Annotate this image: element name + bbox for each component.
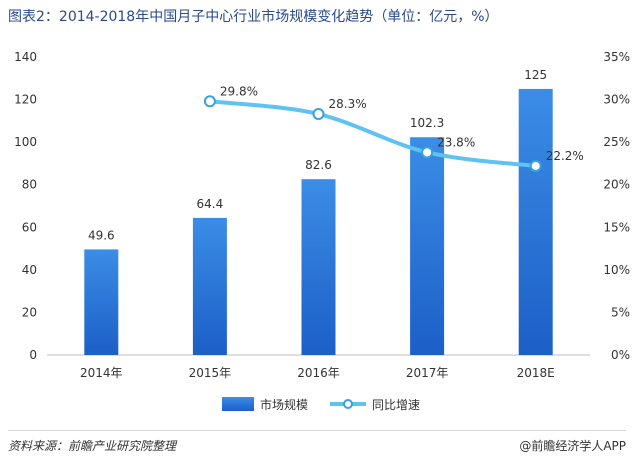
growth-marker bbox=[421, 146, 434, 159]
legend-label-line: 同比增速 bbox=[372, 398, 420, 412]
growth-value-label: 23.8% bbox=[437, 135, 475, 149]
bar bbox=[518, 88, 553, 355]
bar-value-label: 49.6 bbox=[88, 228, 115, 242]
axes: 0 20 40 60 80 100 120 140 0% 5% 10% 15% 20% 25% 30% 35%… bbox=[14, 50, 630, 380]
bar-value-label: 102.3 bbox=[410, 116, 444, 130]
bar bbox=[410, 137, 445, 355]
growth-value-label: 28.3% bbox=[329, 97, 367, 111]
legend-swatch-bar bbox=[222, 397, 254, 411]
growth-marker bbox=[529, 159, 542, 172]
data-labels: 49.6 64.4 82.6 102.3 125 29.8% 28.3% 23.8% 22.2% bbox=[88, 68, 584, 242]
x-category-label: 2014年 bbox=[80, 366, 123, 380]
y-left-tick-label: 20 bbox=[22, 305, 37, 319]
y-left-tick-label: 60 bbox=[22, 220, 37, 234]
y-right-tick-label: 15% bbox=[603, 220, 630, 234]
growth-marker bbox=[203, 95, 216, 108]
y-right-tick-label: 0% bbox=[611, 348, 630, 362]
y-right-tick-label: 20% bbox=[603, 178, 630, 192]
bar-value-label: 64.4 bbox=[197, 197, 224, 211]
bar bbox=[84, 249, 119, 355]
chart-title: 图表2：2014-2018年中国月子中心行业市场规模变化趋势（单位：亿元，%） bbox=[8, 9, 499, 25]
y-right-tick-label: 25% bbox=[603, 135, 630, 149]
x-category-label: 2016年 bbox=[297, 366, 340, 380]
bar bbox=[301, 179, 336, 355]
y-left-tick-label: 120 bbox=[14, 93, 37, 107]
growth-value-label: 22.2% bbox=[546, 149, 584, 163]
growth-value-label: 29.8% bbox=[220, 84, 258, 98]
growth-line-path bbox=[207, 99, 538, 168]
y-left-tick-label: 0 bbox=[29, 348, 37, 362]
footer-divider bbox=[8, 430, 626, 431]
y-right-tick-label: 30% bbox=[603, 93, 630, 107]
legend: 市场规模 同比增速 bbox=[222, 397, 420, 412]
bar-value-label: 125 bbox=[524, 68, 547, 82]
y-left-tick-label: 40 bbox=[22, 263, 37, 277]
bars bbox=[84, 88, 553, 355]
bar bbox=[192, 217, 227, 355]
y-right-tick-label: 35% bbox=[603, 50, 630, 64]
source-note: 资料来源：前瞻产业研究院整理 bbox=[8, 439, 177, 453]
y-right-tick-label: 10% bbox=[603, 263, 630, 277]
x-category-label: 2015年 bbox=[189, 366, 232, 380]
y-left-tick-label: 100 bbox=[14, 135, 37, 149]
chart-svg: 0 20 40 60 80 100 120 140 0% 5% 10% 15% 20% 25% 30% 35%… bbox=[14, 50, 630, 412]
x-category-label: 2017年 bbox=[406, 366, 449, 380]
bar-value-label: 82.6 bbox=[305, 158, 332, 172]
y-left-tick-label: 140 bbox=[14, 50, 37, 64]
legend-swatch-marker bbox=[343, 399, 353, 409]
legend-label-bar: 市场规模 bbox=[260, 397, 308, 412]
y-left-tick-label: 80 bbox=[22, 178, 37, 192]
x-category-label: 2018E bbox=[517, 366, 555, 380]
growth-marker bbox=[312, 108, 325, 121]
growth-line bbox=[203, 95, 542, 172]
y-right-tick-label: 5% bbox=[611, 305, 630, 319]
brand-credit: @前瞻经济学人APP bbox=[519, 439, 626, 453]
